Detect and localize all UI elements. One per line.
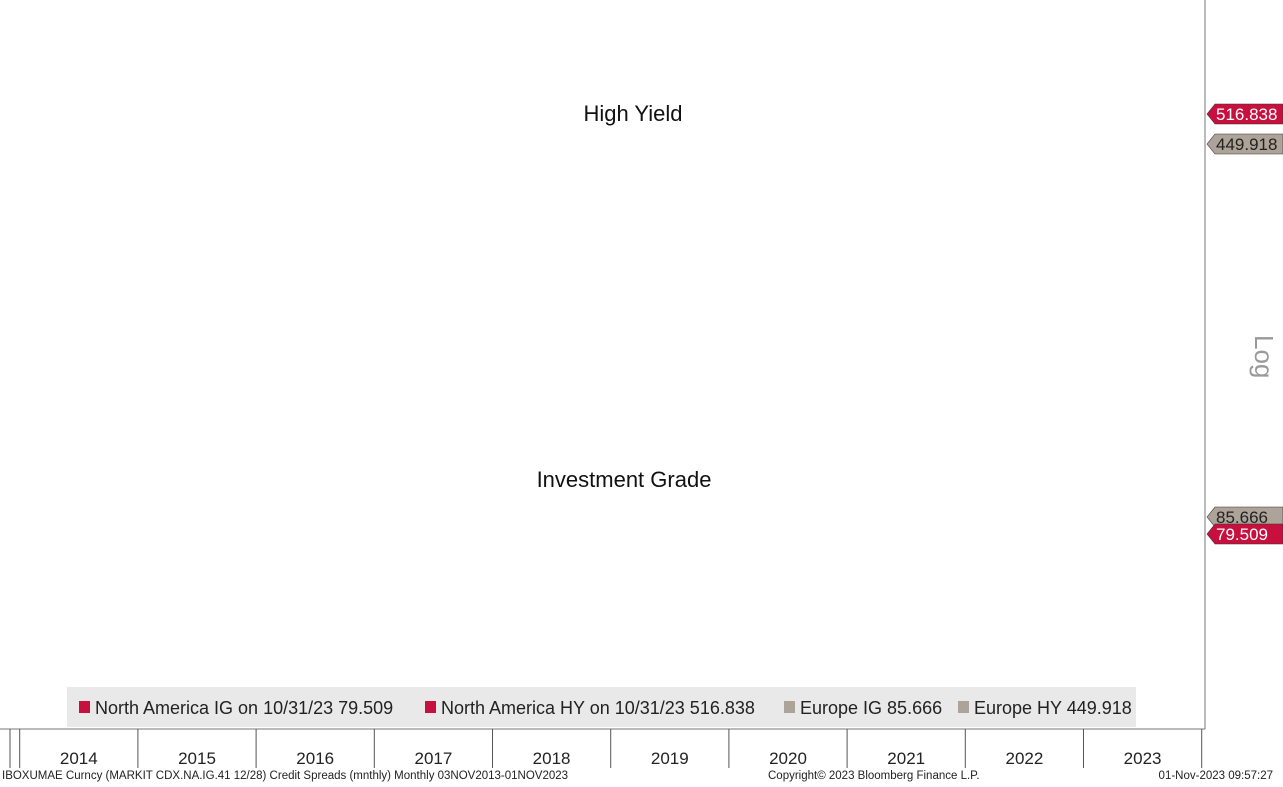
last-value-label: 79.509 [1216,525,1268,544]
last-value-box [1206,103,1283,125]
chart-annotation: Investment Grade [537,467,712,492]
legend-swatch [425,701,436,713]
legend-entry: Europe IG 85.666 [800,698,942,718]
legend-entry: North America HY on 10/31/23 516.838 [441,698,755,718]
last-value-box [1206,523,1283,545]
last-value-label: 85.666 [1216,508,1268,527]
x-tick-label: 2020 [769,749,807,768]
legend-swatch [958,701,969,713]
legend-swatch [79,701,90,713]
legend-entry: Europe HY 449.918 [974,698,1132,718]
last-value-label: 516.838 [1216,105,1277,124]
footer-security-info: IBOXUMAE Curncy (MARKIT CDX.NA.IG.41 12/… [2,770,569,782]
annotations: High Yield Investment Grade [537,101,712,492]
footer-copyright: Copyright© 2023 Bloomberg Finance L.P. [768,770,980,782]
x-tick-label: 2014 [60,749,98,768]
x-tick-label: 2016 [296,749,334,768]
legend-swatch [784,701,795,713]
x-tick-label: 2018 [533,749,571,768]
y-axis: 4050607090100200300400600700800Log [1249,335,1279,378]
legend: North America IG on 10/31/23 79.509 North… [67,687,1136,727]
last-value-label: 449.918 [1216,135,1277,154]
chart-annotation: High Yield [583,101,682,126]
y-axis-scale-label: Log [1249,335,1279,378]
x-tick-label: 2023 [1124,749,1162,768]
legend-background [67,687,1136,727]
x-axis: 2014 2015 2016 2017 2018 2019 2020 2021 2022 2023 [9,729,1203,768]
x-tick-label: 2022 [1005,749,1043,768]
legend-entry: North America IG on 10/31/23 79.509 [95,698,393,718]
x-tick-label: 2015 [178,749,216,768]
x-tick-label: 2017 [414,749,452,768]
footer-timestamp: 01-Nov-2023 09:57:27 [1158,770,1273,782]
last-value-box [1206,133,1283,155]
x-tick-label: 2021 [887,749,925,768]
x-tick-label: 2019 [651,749,689,768]
